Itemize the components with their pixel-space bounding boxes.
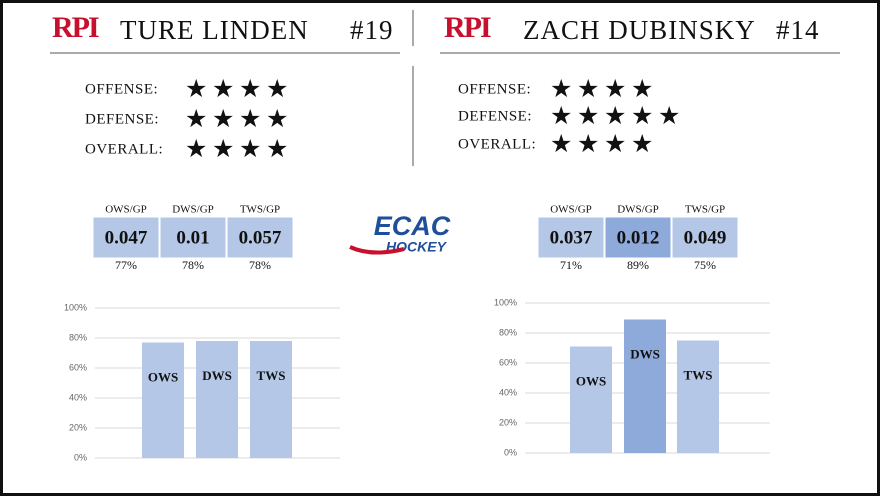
- stat-value: 0.047: [105, 227, 148, 248]
- star: ★: [604, 74, 626, 103]
- stat-cell: [604, 216, 672, 259]
- stat-value: 0.037: [550, 227, 593, 248]
- star: ★: [550, 74, 572, 103]
- star: ★: [266, 74, 288, 103]
- team-logo: RPI: [52, 11, 99, 44]
- bar-label: OWS: [576, 373, 606, 388]
- y-tick-label: 60%: [69, 362, 87, 372]
- bar: [677, 340, 719, 453]
- star: ★: [631, 74, 653, 103]
- stat-header: DWS/GP: [617, 204, 659, 216]
- y-tick-label: 100%: [494, 297, 517, 307]
- team-logo: RPI: [444, 11, 491, 44]
- star: ★: [577, 101, 599, 130]
- star: ★: [239, 74, 261, 103]
- star: ★: [577, 74, 599, 103]
- star: ★: [212, 134, 234, 163]
- stat-cell: [671, 216, 739, 259]
- stat-cell: [537, 216, 605, 259]
- stat-cell: [92, 216, 160, 259]
- stat-percentile: 75%: [694, 258, 716, 272]
- bar-label: TWS: [257, 368, 286, 383]
- stat-percentile: 77%: [115, 258, 137, 272]
- bar-label: OWS: [148, 369, 178, 384]
- star: ★: [658, 101, 680, 130]
- player-number: #19: [350, 15, 394, 45]
- star: ★: [212, 104, 234, 133]
- y-tick-label: 40%: [499, 387, 517, 397]
- league-logo-line1: ECAC: [374, 211, 451, 241]
- rating-label: DEFENSE:: [458, 108, 532, 124]
- bar-label: TWS: [684, 367, 713, 382]
- stat-value: 0.012: [617, 227, 660, 248]
- star: ★: [266, 104, 288, 133]
- bar: [250, 341, 292, 458]
- logo-swoosh: [349, 245, 405, 255]
- y-tick-label: 100%: [64, 302, 87, 312]
- player-number: #14: [776, 15, 820, 45]
- y-tick-label: 0%: [74, 452, 87, 462]
- star: ★: [631, 101, 653, 130]
- star: ★: [604, 129, 626, 158]
- rating-label: DEFENSE:: [85, 111, 159, 127]
- star: ★: [631, 129, 653, 158]
- star: ★: [604, 101, 626, 130]
- star: ★: [239, 104, 261, 133]
- rating-label: OFFENSE:: [85, 81, 158, 97]
- stat-header: TWS/GP: [240, 204, 280, 216]
- stat-value: 0.049: [684, 227, 727, 248]
- star: ★: [266, 134, 288, 163]
- player-name: TURE LINDEN: [120, 15, 309, 45]
- bar: [570, 346, 612, 453]
- bar: [142, 342, 184, 458]
- bar-label: DWS: [202, 368, 232, 383]
- star: ★: [550, 101, 572, 130]
- stat-header: DWS/GP: [172, 204, 214, 216]
- stat-header: OWS/GP: [105, 204, 147, 216]
- league-logo: ECAC HOCKEY: [349, 211, 451, 255]
- bar: [624, 319, 666, 453]
- y-tick-label: 80%: [499, 327, 517, 337]
- y-tick-label: 60%: [499, 357, 517, 367]
- stat-percentile: 89%: [627, 258, 649, 272]
- stat-value: 0.057: [239, 227, 282, 248]
- y-tick-label: 80%: [69, 332, 87, 342]
- y-tick-label: 20%: [499, 417, 517, 427]
- rating-label: OVERALL:: [85, 141, 163, 157]
- stat-header: OWS/GP: [550, 204, 592, 216]
- star: ★: [185, 74, 207, 103]
- stat-header: TWS/GP: [685, 204, 725, 216]
- stat-percentile: 78%: [249, 258, 271, 272]
- star: ★: [212, 74, 234, 103]
- stat-cell: [159, 216, 227, 259]
- y-tick-label: 20%: [69, 422, 87, 432]
- stat-percentile: 78%: [182, 258, 204, 272]
- star: ★: [185, 134, 207, 163]
- y-tick-label: 0%: [504, 447, 517, 457]
- star: ★: [239, 134, 261, 163]
- stat-value: 0.01: [176, 227, 209, 248]
- y-tick-label: 40%: [69, 392, 87, 402]
- bar-label: DWS: [630, 346, 660, 361]
- rating-label: OFFENSE:: [458, 81, 531, 97]
- stat-cell: [226, 216, 294, 259]
- stat-percentile: 71%: [560, 258, 582, 272]
- star: ★: [185, 104, 207, 133]
- star: ★: [577, 129, 599, 158]
- player-name: ZACH DUBINSKY: [523, 15, 756, 45]
- bar: [196, 341, 238, 458]
- rating-label: OVERALL:: [458, 136, 536, 152]
- star: ★: [550, 129, 572, 158]
